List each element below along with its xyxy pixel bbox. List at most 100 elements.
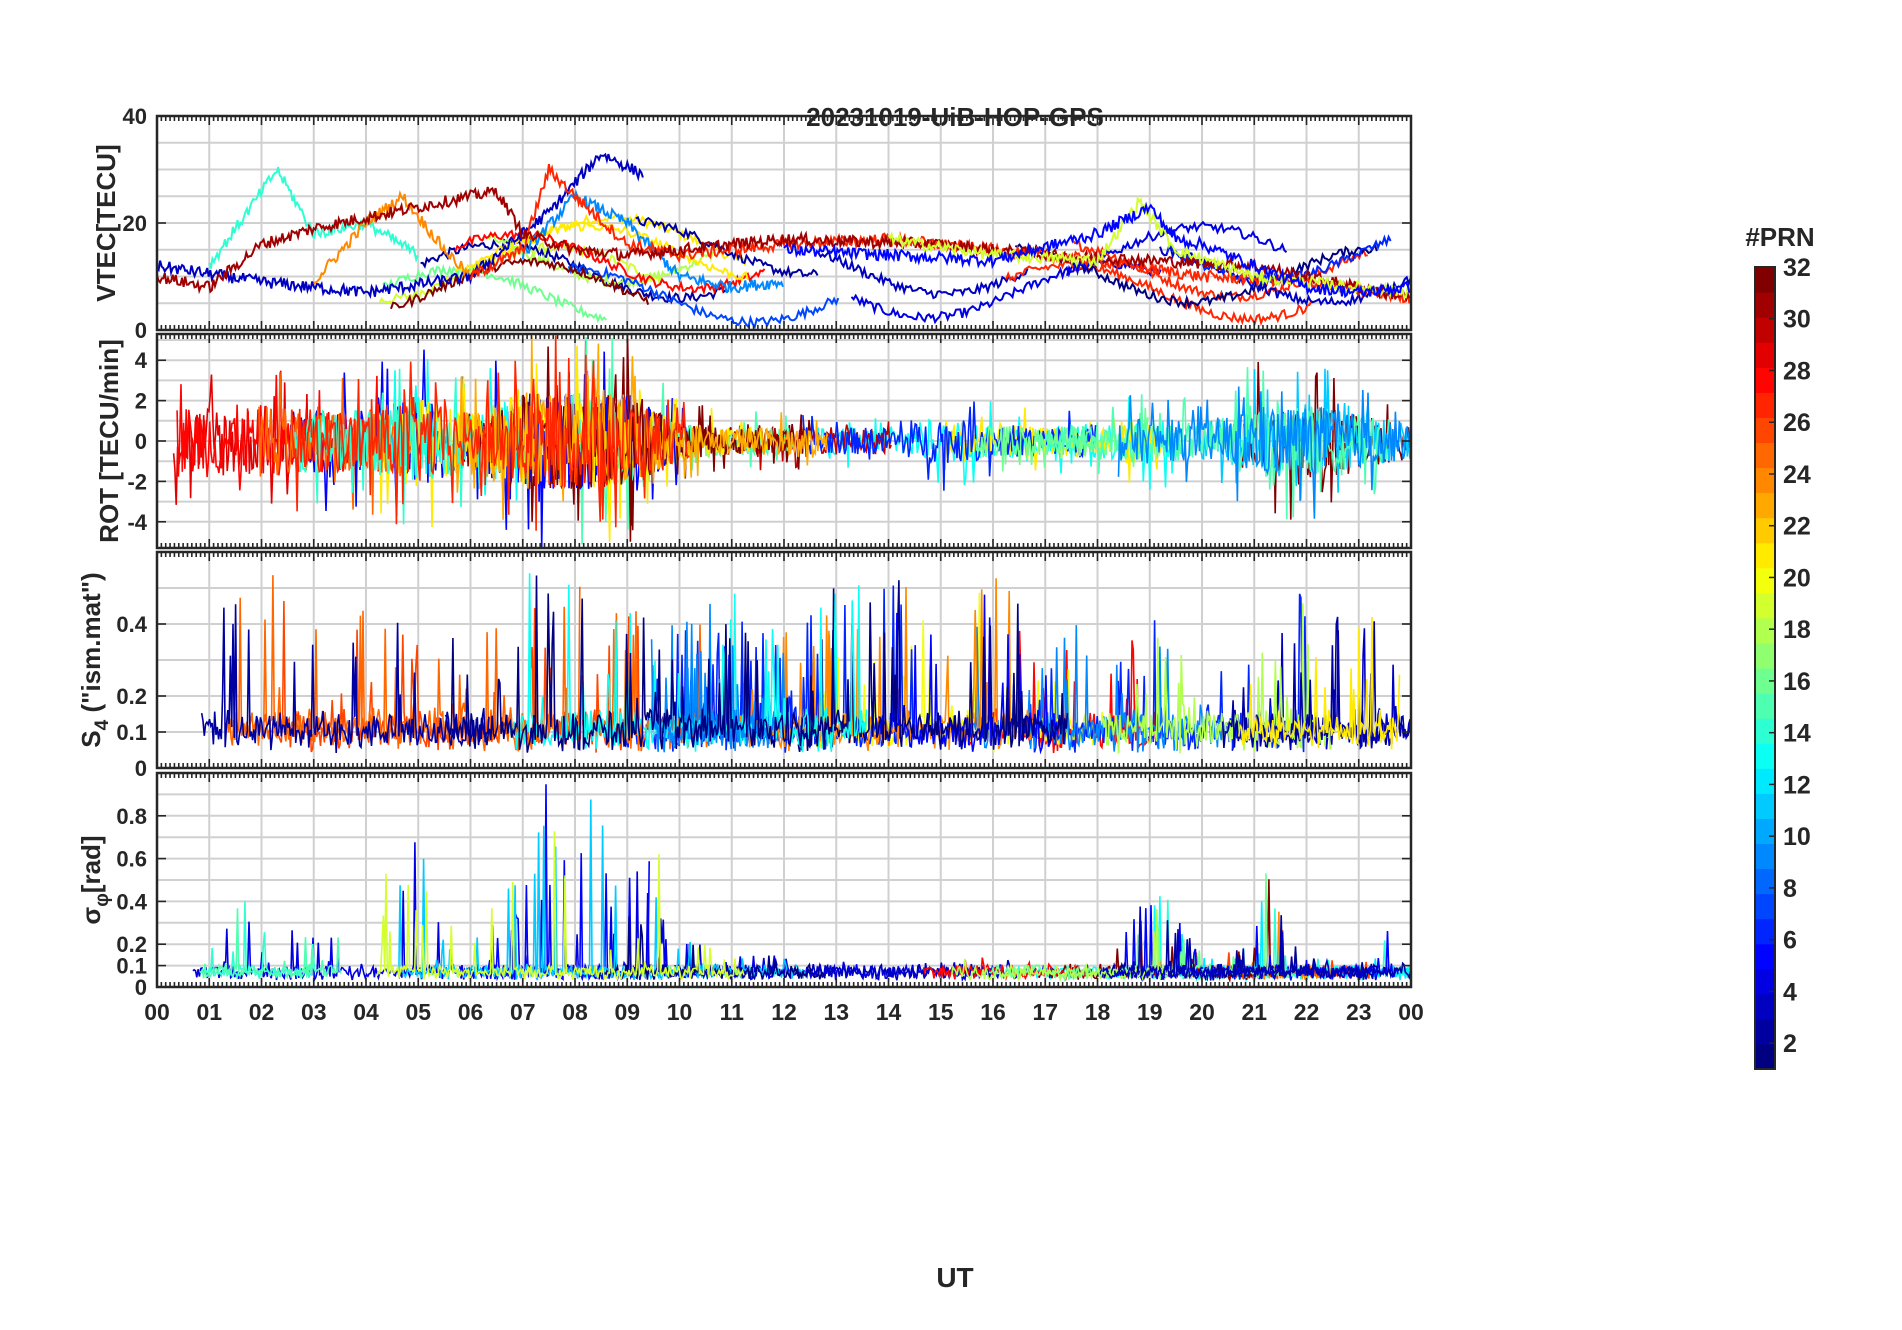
x-tick-label: 12 <box>771 999 797 1025</box>
x-tick-label: 14 <box>876 999 902 1025</box>
colorbar-segment <box>1755 1018 1775 1045</box>
x-tick-label: 18 <box>1085 999 1111 1025</box>
series-line-prn9 <box>1117 386 1411 519</box>
colorbar-segment <box>1755 1043 1775 1070</box>
colorbar-segment <box>1755 718 1775 744</box>
panel-sigma-phi: 00.10.2 0.4 0.6 0.8σφ[rad] <box>76 771 1413 1000</box>
y-tick-label: 0.2 <box>116 932 147 957</box>
x-tick-labels: 00 01 02 03 04 05 06 07 08 09 10 11 12 13 14 15 16 17 18 19… <box>144 999 1424 1025</box>
series-line-prn13 <box>509 573 868 753</box>
series-line-prn3 <box>1103 906 1379 981</box>
x-tick-label: 04 <box>353 999 379 1025</box>
colorbar-segment <box>1755 492 1775 519</box>
x-tick-label: 00 <box>1398 999 1424 1025</box>
data-lines <box>172 334 1411 548</box>
y-tick-label: 0 <box>135 756 147 781</box>
colorbar-label: #PRN <box>1745 222 1814 252</box>
colorbar-segment <box>1755 768 1775 794</box>
colorbar-segment <box>1755 542 1775 569</box>
y-tick-label: 0.6 <box>116 847 147 872</box>
series-line-prn21 <box>1238 616 1401 750</box>
x-tick-label: 22 <box>1294 999 1320 1025</box>
colorbar-segment <box>1755 567 1775 594</box>
colorbar-segment <box>1755 943 1775 970</box>
colorbar-segment <box>1755 467 1775 494</box>
series-line-prn3 <box>817 249 1029 300</box>
x-tick-label: 13 <box>823 999 849 1025</box>
colorbar-segment <box>1755 617 1775 644</box>
series-line-prn3 <box>157 152 644 300</box>
colorbar-tick-label: 6 <box>1783 927 1797 955</box>
y-tick-label: 0.8 <box>116 804 147 829</box>
series-line-prn7 <box>567 263 840 330</box>
colorbar-segment <box>1755 868 1775 895</box>
x-tick-label: 08 <box>562 999 588 1025</box>
series-line-prn16 <box>382 263 608 324</box>
x-tick-label: 10 <box>667 999 693 1025</box>
colorbar-segment <box>1755 592 1775 619</box>
y-tick-label: 0.4 <box>116 889 147 914</box>
y-tick-label: 0 <box>135 318 147 343</box>
x-tick-label: 06 <box>458 999 484 1025</box>
x-tick-label: 21 <box>1241 999 1267 1025</box>
x-tick-label: 15 <box>928 999 954 1025</box>
series-line-prn5 <box>783 201 1411 299</box>
x-tick-label: 02 <box>249 999 275 1025</box>
data-lines <box>157 152 1411 330</box>
colorbar-tick-label: 12 <box>1783 771 1811 799</box>
colorbar-segment <box>1755 392 1775 418</box>
series-line-prn18 <box>1102 603 1333 754</box>
series-line-prn1 <box>444 575 845 753</box>
y-tick-label: -2 <box>127 469 147 494</box>
x-tick-label: 23 <box>1346 999 1372 1025</box>
colorbar-segment <box>1755 793 1775 819</box>
colorbar-tick-label: 20 <box>1783 564 1811 592</box>
grid-lines <box>156 773 1412 988</box>
colorbar-segment <box>1755 918 1775 945</box>
y-tick-label: -4 <box>127 510 147 535</box>
colorbar-segment <box>1755 843 1775 870</box>
colorbar-segment <box>1755 267 1775 293</box>
y-axis-label: σφ[rad] <box>76 835 113 924</box>
series-line-prn21 <box>454 221 749 282</box>
series-line-prn4 <box>850 257 1162 325</box>
y-tick-label: 2 <box>135 389 147 414</box>
y-tick-label: 0 <box>135 975 147 1000</box>
colorbar-tick-label: 16 <box>1783 668 1811 696</box>
colorbar-tick-label: 4 <box>1783 978 1797 1006</box>
colorbar-tick-label: 8 <box>1783 875 1797 903</box>
x-tick-label: 01 <box>196 999 222 1025</box>
data-lines <box>200 573 1411 755</box>
colorbar-tick-label: 26 <box>1783 409 1811 437</box>
colorbar-segment <box>1755 442 1775 469</box>
series-line-prn19 <box>376 831 745 981</box>
colorbar-segment <box>1755 417 1775 444</box>
panel-s4: 0 0.1 0.2 0.4S4 ("ism.mat") <box>76 550 1413 781</box>
colorbar-frame <box>1754 266 1776 1070</box>
colorbar-segment <box>1755 292 1775 318</box>
y-tick-label: 20 <box>123 211 147 236</box>
panel-rot: -4 -2 0 2 4 ROT [TECU/min] <box>94 332 1413 550</box>
colorbar-tick-label: 30 <box>1783 306 1811 334</box>
y-tick-label: 0.2 <box>116 684 147 709</box>
colorbar-segment <box>1755 668 1775 694</box>
x-tick-label: 03 <box>301 999 327 1025</box>
series-line-prn2 <box>420 238 729 305</box>
series-line-prn14 <box>208 166 419 269</box>
x-tick-label: 20 <box>1189 999 1215 1025</box>
colorbar-segment <box>1755 743 1775 769</box>
colorbar-tick-label: 22 <box>1783 513 1811 541</box>
colorbar-segment <box>1755 642 1775 669</box>
colorbar-tick-label: 24 <box>1783 461 1811 489</box>
data-lines <box>192 784 1411 984</box>
x-tick-label: 16 <box>980 999 1006 1025</box>
y-axis-label: VTEC[TECU] <box>91 144 121 301</box>
colorbar-tick-label: 28 <box>1783 357 1811 385</box>
axis-ticks <box>156 773 1412 988</box>
y-tick-label: 0.1 <box>116 720 147 745</box>
colorbar-tick-label: 32 <box>1783 254 1811 282</box>
colorbar-segment <box>1755 693 1775 719</box>
